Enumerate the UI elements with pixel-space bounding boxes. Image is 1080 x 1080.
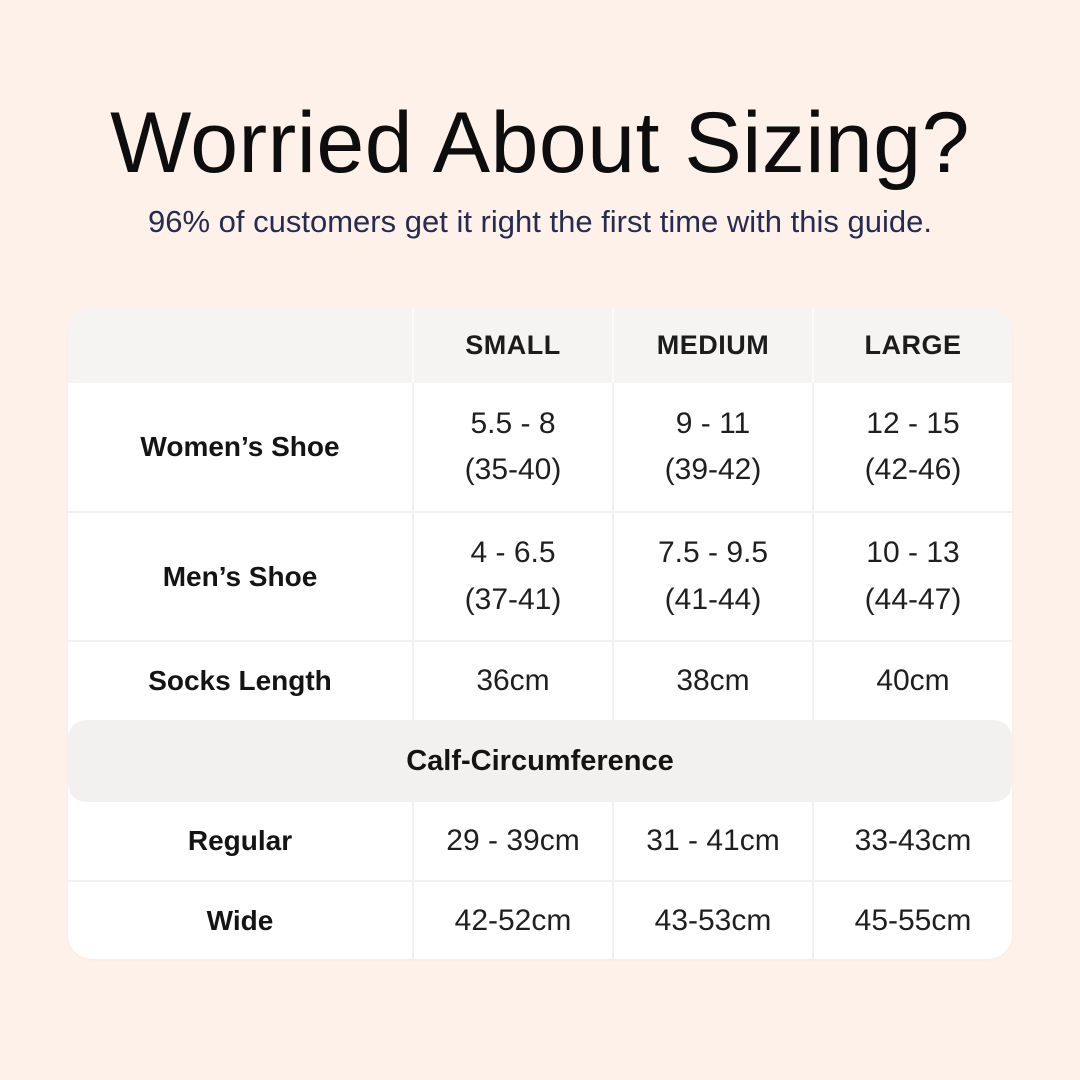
cell-value-line: 29 - 39cm — [446, 824, 580, 858]
column-header-large: LARGE — [812, 308, 1012, 384]
table-cell-regular-small: 29 - 39cm — [412, 802, 612, 881]
cell-value-line: (37-41) — [464, 582, 562, 616]
table-cell-wide-large: 45-55cm — [812, 882, 1012, 960]
cell-value-line: 5.5 - 8 — [470, 406, 556, 440]
page-subtitle: 96% of customers get it right the first … — [148, 204, 932, 240]
cell-value-line: 45-55cm — [854, 903, 972, 937]
column-header-medium: MEDIUM — [612, 308, 812, 384]
cell-value-line: 9 - 11 — [675, 406, 751, 440]
table-header-empty-cell — [68, 308, 412, 383]
table-cell-regular-large: 33-43cm — [812, 802, 1012, 881]
cell-value-line: 33-43cm — [854, 824, 972, 858]
cell-value-line: 42-52cm — [454, 903, 572, 937]
table-cell-womens-medium: 9 - 11 (39-42) — [612, 383, 812, 512]
table-cell-socks-large: 40cm — [812, 642, 1012, 721]
table-row-womens-shoe: Women’s Shoe 5.5 - 8 (35-40) 9 - 11 (39-… — [68, 383, 1012, 512]
cell-value-line: (35-40) — [464, 453, 562, 487]
row-label-mens-shoe: Men’s Shoe — [162, 560, 318, 592]
size-table: SMALL MEDIUM LARGE Women’s Shoe 5.5 - 8 … — [68, 308, 1012, 960]
table-cell-womens-large: 12 - 15 (42-46) — [812, 383, 1012, 512]
cell-value-line: 36cm — [476, 664, 550, 698]
cell-value-line: (42-46) — [864, 453, 962, 487]
cell-value-line: 7.5 - 9.5 — [657, 536, 769, 570]
hero: Worried About Sizing? 96% of customers g… — [0, 0, 1080, 240]
row-label-womens-shoe: Women’s Shoe — [140, 431, 340, 463]
cell-value-line: 38cm — [676, 664, 750, 698]
cell-value-line: 10 - 13 — [866, 536, 960, 570]
table-cell-regular-medium: 31 - 41cm — [612, 802, 812, 881]
table-cell-wide-small: 42-52cm — [412, 882, 612, 960]
row-label-socks-length: Socks Length — [148, 665, 332, 697]
table-row-wide: Wide 42-52cm 43-53cm 45-55cm — [68, 880, 1012, 960]
cell-value-line: 40cm — [876, 664, 950, 698]
table-cell-mens-medium: 7.5 - 9.5 (41-44) — [612, 513, 812, 641]
table-header-row: SMALL MEDIUM LARGE — [68, 308, 1012, 384]
table-row-mens-shoe: Men’s Shoe 4 - 6.5 (37-41) 7.5 - 9.5 (41… — [68, 511, 1012, 641]
table-cell-socks-small: 36cm — [412, 642, 612, 721]
table-cell-womens-small: 5.5 - 8 (35-40) — [412, 383, 612, 512]
cell-value-line: 12 - 15 — [866, 406, 960, 440]
cell-value-line: 4 - 6.5 — [470, 536, 556, 570]
page-title: Worried About Sizing? — [110, 95, 970, 191]
table-row-regular: Regular 29 - 39cm 31 - 41cm 33-43cm — [68, 802, 1012, 881]
cell-value-line: (41-44) — [664, 582, 762, 616]
section-header-calf-circumference: Calf-Circumference — [68, 720, 1012, 803]
table-cell-mens-large: 10 - 13 (44-47) — [812, 513, 1012, 641]
section-header-label: Calf-Circumference — [406, 744, 674, 777]
table-row-socks-length: Socks Length 36cm 38cm 40cm — [68, 640, 1012, 721]
cell-value-line: 31 - 41cm — [646, 824, 780, 858]
column-header-small: SMALL — [412, 308, 612, 384]
row-label-regular: Regular — [187, 825, 293, 857]
row-label-wide: Wide — [206, 904, 274, 936]
cell-value-line: (39-42) — [664, 453, 762, 487]
table-cell-socks-medium: 38cm — [612, 642, 812, 721]
table-cell-mens-small: 4 - 6.5 (37-41) — [412, 513, 612, 641]
table-cell-wide-medium: 43-53cm — [612, 882, 812, 960]
cell-value-line: 43-53cm — [654, 903, 772, 937]
cell-value-line: (44-47) — [864, 582, 962, 616]
